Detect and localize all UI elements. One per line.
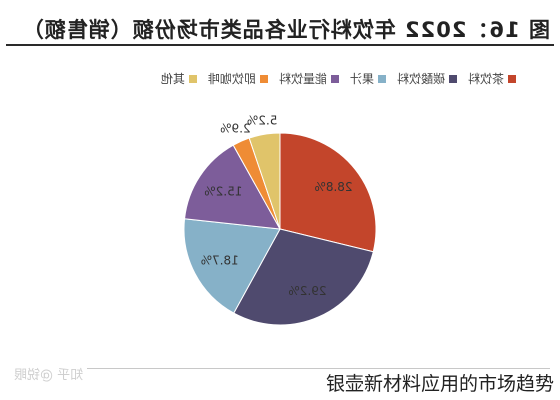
slice-data-label: 5.2% bbox=[247, 113, 278, 127]
pie-slice bbox=[248, 132, 281, 230]
image-caption: 银壶新材料应用的市场趋势 bbox=[325, 373, 554, 395]
slice-data-label: 15.2% bbox=[204, 184, 242, 198]
pie-slice bbox=[279, 132, 377, 253]
slice-data-label: 2.9% bbox=[220, 121, 251, 135]
slice-data-label: 18.7% bbox=[201, 253, 239, 267]
chart-figure: 图 16：2022 年饮料行业各品类市场份额（销售额） 茶饮料 碳酸饮料 果汁 … bbox=[6, 18, 554, 383]
watermark: 知乎 @锐眼 bbox=[10, 364, 88, 383]
pie-slice bbox=[183, 144, 281, 230]
slice-data-label: 28.8% bbox=[314, 180, 352, 194]
pie-slice bbox=[233, 228, 374, 326]
pie-slice bbox=[183, 218, 281, 314]
slice-data-label: 29.2% bbox=[288, 284, 326, 298]
pie-chart: 28.8% 29.2% 18.7% 15.2% 2.9%5.2% bbox=[183, 113, 377, 326]
